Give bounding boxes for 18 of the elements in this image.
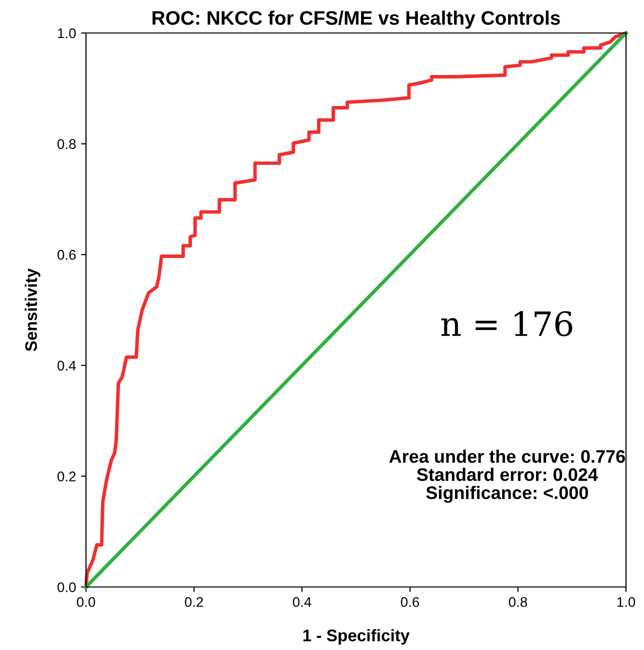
y-tick-label: 0.6 xyxy=(58,250,76,260)
y-tick-label: 0.0 xyxy=(58,582,76,592)
x-tick-label: 0.6 xyxy=(400,597,420,607)
chart-title: ROC: NKCC for CFS/ME vs Healthy Controls xyxy=(152,10,560,29)
x-tick-label: 0.8 xyxy=(508,597,528,607)
y-tick-label: 1.0 xyxy=(58,28,76,38)
line-series xyxy=(84,31,628,589)
x-tick-label: 1.0 xyxy=(617,597,636,607)
y-tick-label: 0.4 xyxy=(58,360,76,371)
annotation: n = 176 xyxy=(441,311,572,336)
y-tick-label: 0.8 xyxy=(58,139,76,149)
y-axis-title: Sensitivity xyxy=(24,268,40,352)
annotation: Area under the curve: 0.776 Standard error: 0.024 Significance: <.000 xyxy=(389,450,625,503)
x-tick-label: 0.2 xyxy=(184,597,203,607)
x-tick-label: 0.4 xyxy=(292,597,312,607)
x-tick-label: 0.0 xyxy=(76,597,96,607)
x-axis-title: 1 - Specificity xyxy=(303,629,410,645)
y-tick-label: 0.2 xyxy=(58,472,76,482)
